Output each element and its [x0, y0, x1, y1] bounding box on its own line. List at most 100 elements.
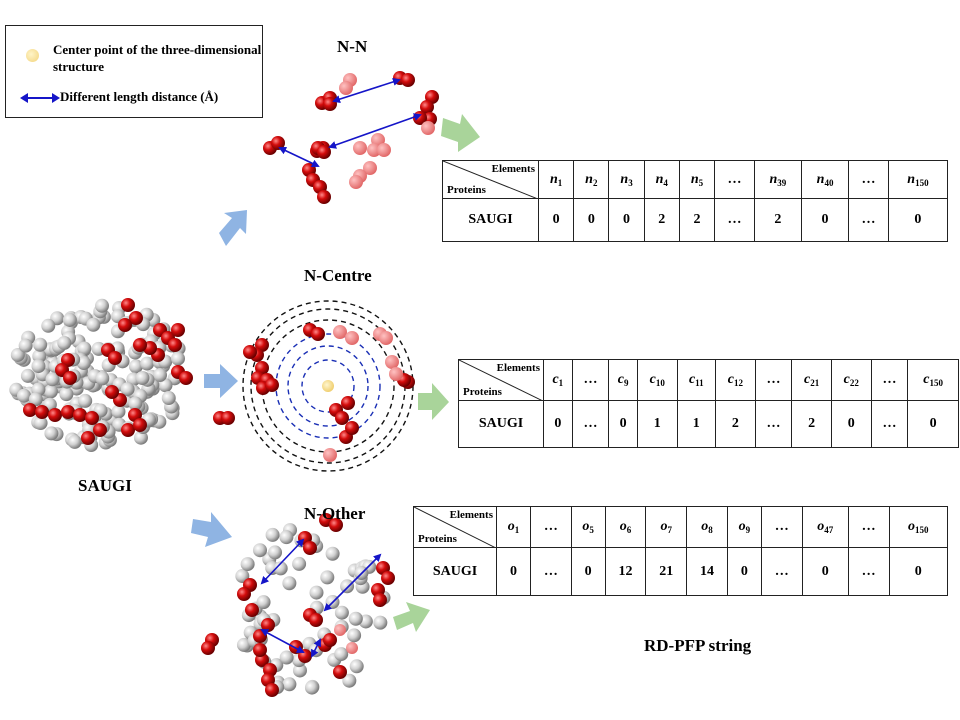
gray-atom [334, 647, 349, 662]
value-cell: 0 [570, 547, 606, 596]
column-header: o8 [686, 506, 728, 548]
gray-atom [348, 611, 363, 626]
column-header: o5 [570, 506, 606, 548]
red-atom [243, 345, 257, 359]
faded-atom [333, 325, 347, 339]
value-cell: 12 [604, 547, 647, 596]
faded-atom [323, 448, 337, 462]
red-atom [373, 593, 387, 607]
gray-atom [57, 335, 72, 350]
red-atom [93, 423, 107, 437]
value-cell: 0 [907, 400, 959, 448]
red-atom [105, 385, 119, 399]
red-atom [311, 327, 325, 341]
column-header: … [529, 506, 572, 548]
red-atom [271, 136, 285, 150]
value-cell: 1 [636, 400, 678, 448]
red-atom [261, 618, 275, 632]
red-atom [23, 403, 37, 417]
value-cell: 2 [753, 198, 802, 242]
red-atom [133, 418, 147, 432]
column-header: o47 [801, 506, 849, 548]
red-atom [317, 145, 331, 159]
column-header: c21 [791, 359, 832, 401]
gray-atom [45, 372, 60, 387]
row-label: SAUGI [442, 198, 539, 242]
gray-atom [342, 673, 357, 688]
gray-atom [279, 530, 294, 545]
gray-atom [120, 382, 135, 397]
value-cell: … [714, 198, 755, 242]
gray-atom [373, 615, 388, 630]
green-arrow-no [393, 602, 430, 632]
gray-atom [282, 677, 297, 692]
value-cell: … [529, 547, 572, 596]
gray-atom [268, 545, 283, 560]
gray-atom [347, 628, 362, 643]
flow-arrows [191, 114, 480, 632]
gray-atom [78, 393, 93, 408]
red-atom [265, 378, 279, 392]
column-header: n1 [537, 160, 575, 199]
red-atom [121, 298, 135, 312]
red-atom [179, 371, 193, 385]
legend-box: Center point of the three-dimensional st… [5, 25, 263, 118]
value-cell: 0 [543, 400, 573, 448]
red-atom [35, 405, 49, 419]
red-atom [221, 411, 235, 425]
blue-arrow-up [219, 210, 247, 246]
red-atom [401, 73, 415, 87]
faded-atom [346, 642, 358, 654]
gray-atom [16, 388, 31, 403]
value-cell: 0 [726, 547, 762, 596]
value-cell: 1 [676, 400, 717, 448]
nother-title: N-Other [304, 504, 366, 523]
column-header: … [848, 160, 889, 199]
red-atom [121, 423, 135, 437]
red-atom [329, 518, 343, 532]
table-corner-header: Elements Proteins [458, 359, 544, 401]
red-atom [118, 318, 132, 332]
value-cell: 2 [715, 400, 756, 448]
value-cell: 14 [686, 547, 728, 596]
value-cell: … [754, 400, 793, 448]
proteins-header: Proteins [447, 184, 486, 196]
faded-atom [363, 161, 377, 175]
value-cell: 2 [678, 198, 716, 242]
value-cell: 0 [573, 198, 610, 242]
distance-arrow [278, 146, 320, 168]
gray-atom [170, 351, 185, 366]
green-arrow-nn [441, 114, 480, 152]
gray-atom [20, 368, 35, 383]
red-atom [201, 641, 215, 655]
faded-atom [421, 121, 435, 135]
red-atom [420, 100, 434, 114]
column-header: … [870, 359, 909, 401]
gray-atom [309, 585, 324, 600]
distance-arrow [260, 629, 305, 653]
red-atom [61, 405, 75, 419]
value-cell: … [870, 400, 909, 448]
gray-atom [128, 396, 143, 411]
value-cell: … [571, 400, 610, 448]
column-header: o150 [888, 506, 949, 548]
gray-atom [140, 356, 155, 371]
gray-atom [292, 663, 307, 678]
gray-atom [304, 680, 319, 695]
red-atom [333, 665, 347, 679]
column-header: n3 [608, 160, 645, 199]
protein-label: SAUGI [78, 476, 132, 495]
gray-atom [325, 546, 340, 561]
column-header: n39 [753, 160, 802, 199]
gray-atom [349, 659, 364, 674]
red-atom [129, 311, 143, 325]
value-cell: 0 [887, 198, 949, 242]
column-header: n2 [573, 160, 610, 199]
gray-atom [33, 416, 48, 431]
red-atom [81, 431, 95, 445]
legend-center-label: Center point of the three-dimensional st… [53, 42, 262, 74]
nother-feature-table: Elements Proteins o1… o5 o6 o7 o8 o9… o47… o150 SA… [413, 506, 949, 596]
green-arrow-nc [418, 383, 449, 420]
red-atom [133, 338, 147, 352]
